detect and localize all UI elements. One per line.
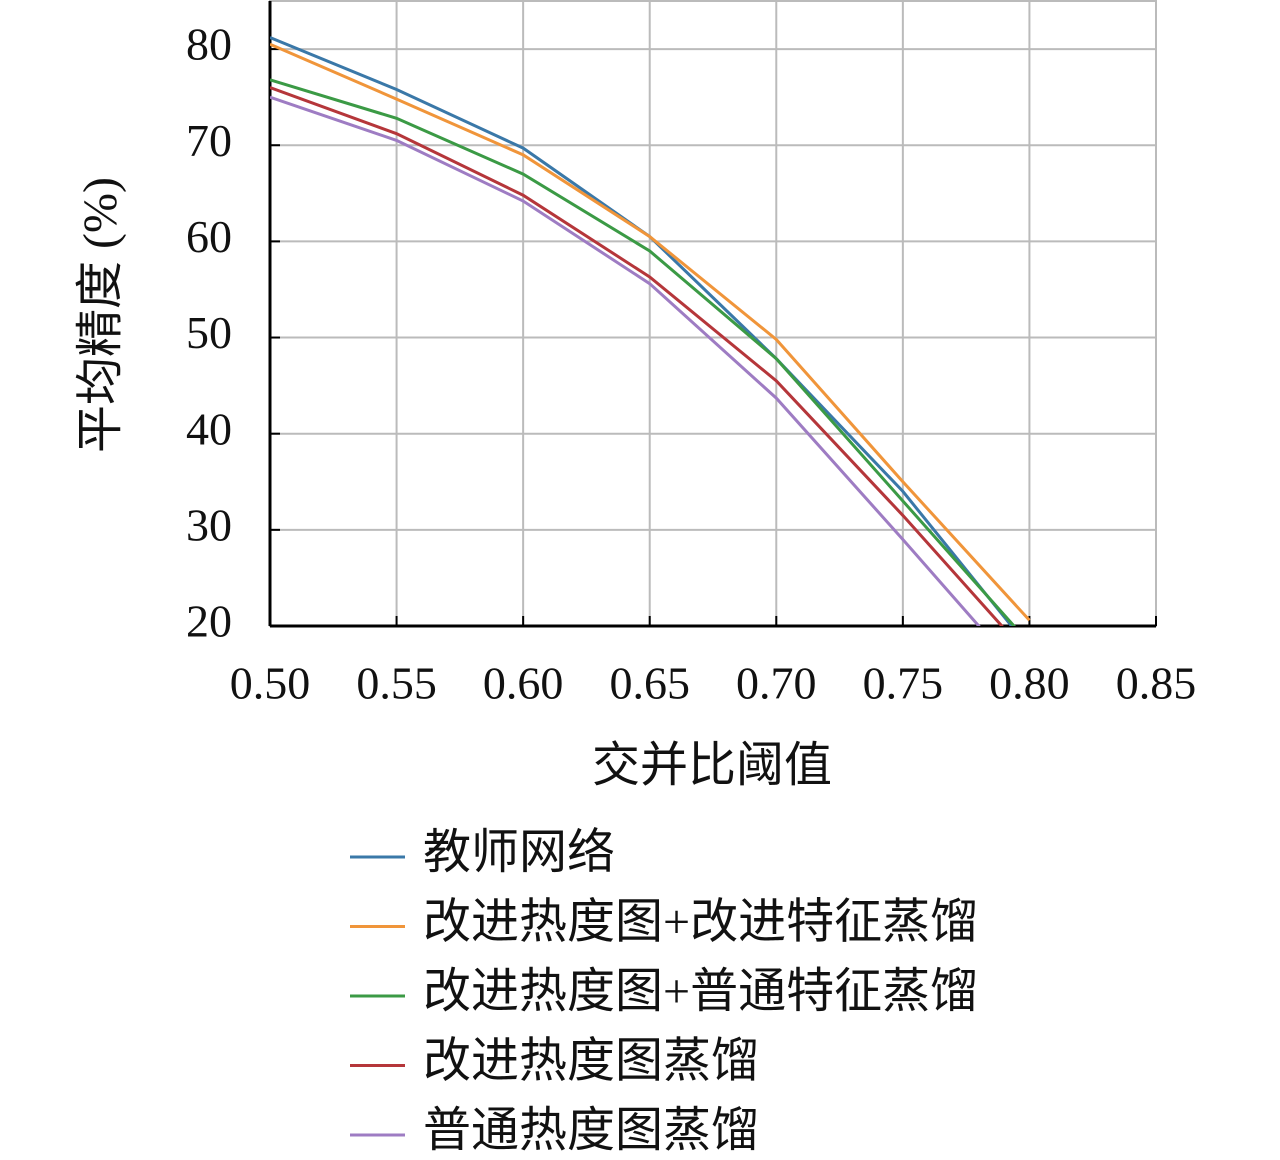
legend-label: 教师网络 — [423, 826, 615, 879]
plot-area — [270, 36, 1031, 626]
x-tick-label: 0.50 — [230, 658, 311, 709]
series-line — [270, 78, 1017, 626]
series-line — [270, 42, 1031, 622]
plot-frame — [269, 0, 1157, 627]
y-tick-label: 30 — [186, 499, 232, 550]
x-tick-label: 0.80 — [989, 658, 1070, 709]
x-tick-label: 0.75 — [863, 658, 944, 709]
x-tick-label: 0.55 — [356, 658, 437, 709]
legend-label: 改进热度图+普通特征蒸馏 — [423, 965, 978, 1018]
y-tick-label: 40 — [186, 403, 232, 454]
x-tick-label: 0.85 — [1116, 658, 1197, 709]
y-axis-label: 平均精度 (%) — [74, 177, 127, 453]
y-tick-label: 50 — [186, 307, 232, 358]
x-tick-label: 0.65 — [609, 658, 690, 709]
legend-label: 改进热度图+改进特征蒸馏 — [423, 896, 978, 949]
legend-label: 改进热度图蒸馏 — [423, 1035, 759, 1088]
x-axis-label: 交并比阈值 — [592, 739, 832, 792]
series-line — [270, 86, 1004, 626]
series-line — [270, 95, 981, 626]
y-tick-label: 70 — [186, 115, 232, 166]
x-tick-label: 0.60 — [483, 658, 564, 709]
legend-label: 普通热度图蒸馏 — [423, 1104, 759, 1157]
y-tick-label: 20 — [186, 596, 232, 647]
y-tick-label: 80 — [186, 19, 232, 70]
x-tick-label: 0.70 — [736, 658, 817, 709]
y-tick-label: 60 — [186, 211, 232, 262]
